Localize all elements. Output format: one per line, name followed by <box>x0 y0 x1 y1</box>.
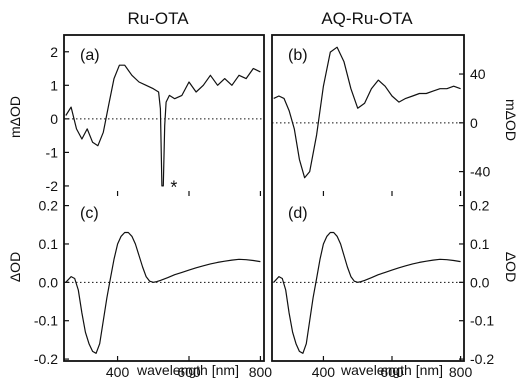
panel-label: (a) <box>80 47 100 64</box>
panel-2: (c) 0.2 0.1 0.0 -0.1 -0.2 400 600 800 <box>34 198 272 379</box>
y-tick-label: 0 <box>50 111 58 127</box>
y-tick-label: 0.0 <box>470 274 490 290</box>
y-tick-label: 0 <box>470 115 478 131</box>
x-axis-label-left: wavelength [nm] <box>136 362 239 378</box>
x-tick-label: 800 <box>249 364 273 379</box>
x-tick-label: 400 <box>312 364 336 379</box>
left-column-frame <box>63 34 265 362</box>
series-line-0 <box>65 231 261 354</box>
y-axis-label-top-right: mΔOD <box>503 99 519 141</box>
y-tick-label: 0.2 <box>39 198 59 214</box>
y-tick-label: -0.2 <box>34 351 58 367</box>
series-line-0 <box>65 64 261 187</box>
panel-3: (d) 0.2 0.1 0.0 -0.1 -0.2 400 600 800 <box>272 198 494 379</box>
annotation-asterisk: * <box>170 178 177 198</box>
y-tick-label: -2 <box>46 178 59 194</box>
y-tick-label: 1 <box>50 77 58 93</box>
column-title-right: AQ-Ru-OTA <box>321 9 413 28</box>
y-tick-label: 0.1 <box>39 236 59 252</box>
series-line-0 <box>273 231 461 354</box>
y-tick-label: 2 <box>50 44 58 60</box>
x-tick-label: 600 <box>177 364 201 379</box>
panel-0: (a) 2 1 0 -1 -2 * <box>46 44 264 198</box>
x-axis-label-right: wavelength [nm] <box>340 362 443 378</box>
y-axis-label-top-left: mΔOD <box>7 96 23 138</box>
right-column-frame <box>271 34 465 362</box>
panel-label: (c) <box>80 205 99 222</box>
x-tick-label: 600 <box>380 364 404 379</box>
panel-label: (b) <box>288 47 308 64</box>
y-tick-label: -0.1 <box>470 313 494 329</box>
series-line-0 <box>273 46 461 179</box>
y-tick-label: -0.2 <box>470 351 494 367</box>
x-tick-label: 800 <box>449 364 473 379</box>
y-tick-label: -1 <box>46 144 59 160</box>
panel-1: (b) 40 0 -40 <box>272 46 490 196</box>
x-tick-label: 400 <box>106 364 130 379</box>
y-axis-label-bottom-right: ΔOD <box>503 252 519 282</box>
y-axis-label-bottom-left: ΔOD <box>7 252 23 282</box>
y-tick-label: 40 <box>470 66 486 82</box>
panel-label: (d) <box>288 205 308 222</box>
y-tick-label: 0.0 <box>39 274 59 290</box>
y-tick-label: 0.1 <box>470 236 490 252</box>
y-tick-label: -0.1 <box>34 313 58 329</box>
y-tick-label: 0.2 <box>470 198 490 214</box>
column-title-left: Ru-OTA <box>127 9 189 28</box>
y-tick-label: -40 <box>470 164 490 180</box>
